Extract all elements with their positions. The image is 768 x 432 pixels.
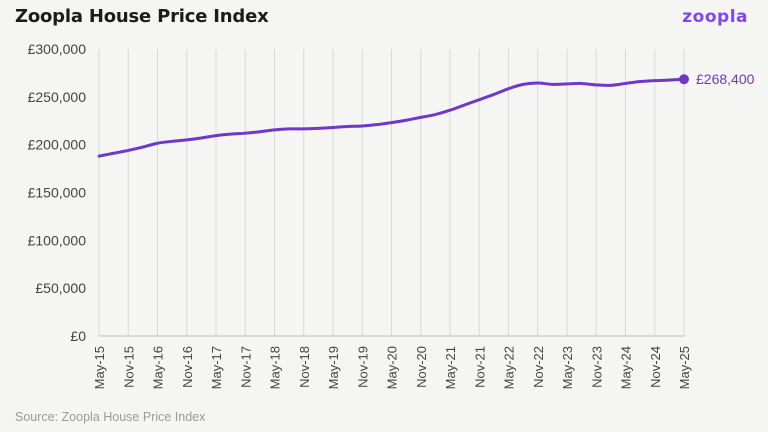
x-tick-label: Nov-24 (648, 346, 663, 388)
x-tick-label: Nov-20 (414, 346, 429, 388)
x-tick-label: May-25 (677, 346, 692, 389)
y-axis-ticks: £0 £50,000 £100,000 £150,000 £200,000 £250,00… (28, 41, 87, 344)
y-tick-label: £300,000 (28, 41, 87, 57)
x-tick-label: Nov-21 (472, 346, 487, 388)
x-tick-label: May-21 (443, 346, 458, 389)
x-tick-label: Nov-23 (589, 346, 604, 388)
y-tick-label: £100,000 (28, 232, 87, 248)
x-tick-label: May-23 (560, 346, 575, 389)
y-tick-label: £50,000 (35, 280, 86, 296)
latest-value-marker (679, 74, 689, 85)
x-tick-label: Nov-19 (355, 346, 370, 388)
latest-value-label: £268,400 (696, 71, 755, 87)
x-tick-label: May-24 (619, 346, 634, 389)
x-tick-label: May-19 (326, 346, 341, 389)
x-tick-label: May-15 (92, 346, 107, 389)
x-tick-label: May-20 (385, 346, 400, 389)
grid-lines (98, 49, 685, 336)
x-tick-label: May-17 (209, 346, 224, 389)
x-tick-label: May-22 (502, 346, 517, 389)
house-price-series-line (97, 77, 686, 158)
x-tick-label: Nov-16 (180, 346, 195, 388)
x-tick-label: Nov-15 (121, 346, 136, 388)
chart-title: Zoopla House Price Index (15, 6, 269, 27)
y-tick-label: £250,000 (28, 89, 87, 105)
x-tick-label: May-16 (151, 346, 166, 389)
x-axis-ticks: May-15 Nov-15 May-16 Nov-16 May-17 Nov-17 May-… (92, 346, 692, 389)
x-tick-label: Nov-18 (297, 346, 312, 388)
zoopla-logo: zoopla (682, 7, 748, 27)
x-tick-label: May-18 (268, 346, 283, 389)
y-tick-label: £200,000 (28, 137, 87, 153)
y-tick-label: £0 (70, 328, 86, 344)
source-note: Source: Zoopla House Price Index (15, 410, 206, 424)
y-tick-label: £150,000 (28, 185, 87, 201)
x-tick-label: Nov-17 (238, 346, 253, 388)
x-tick-label: Nov-22 (531, 346, 546, 388)
